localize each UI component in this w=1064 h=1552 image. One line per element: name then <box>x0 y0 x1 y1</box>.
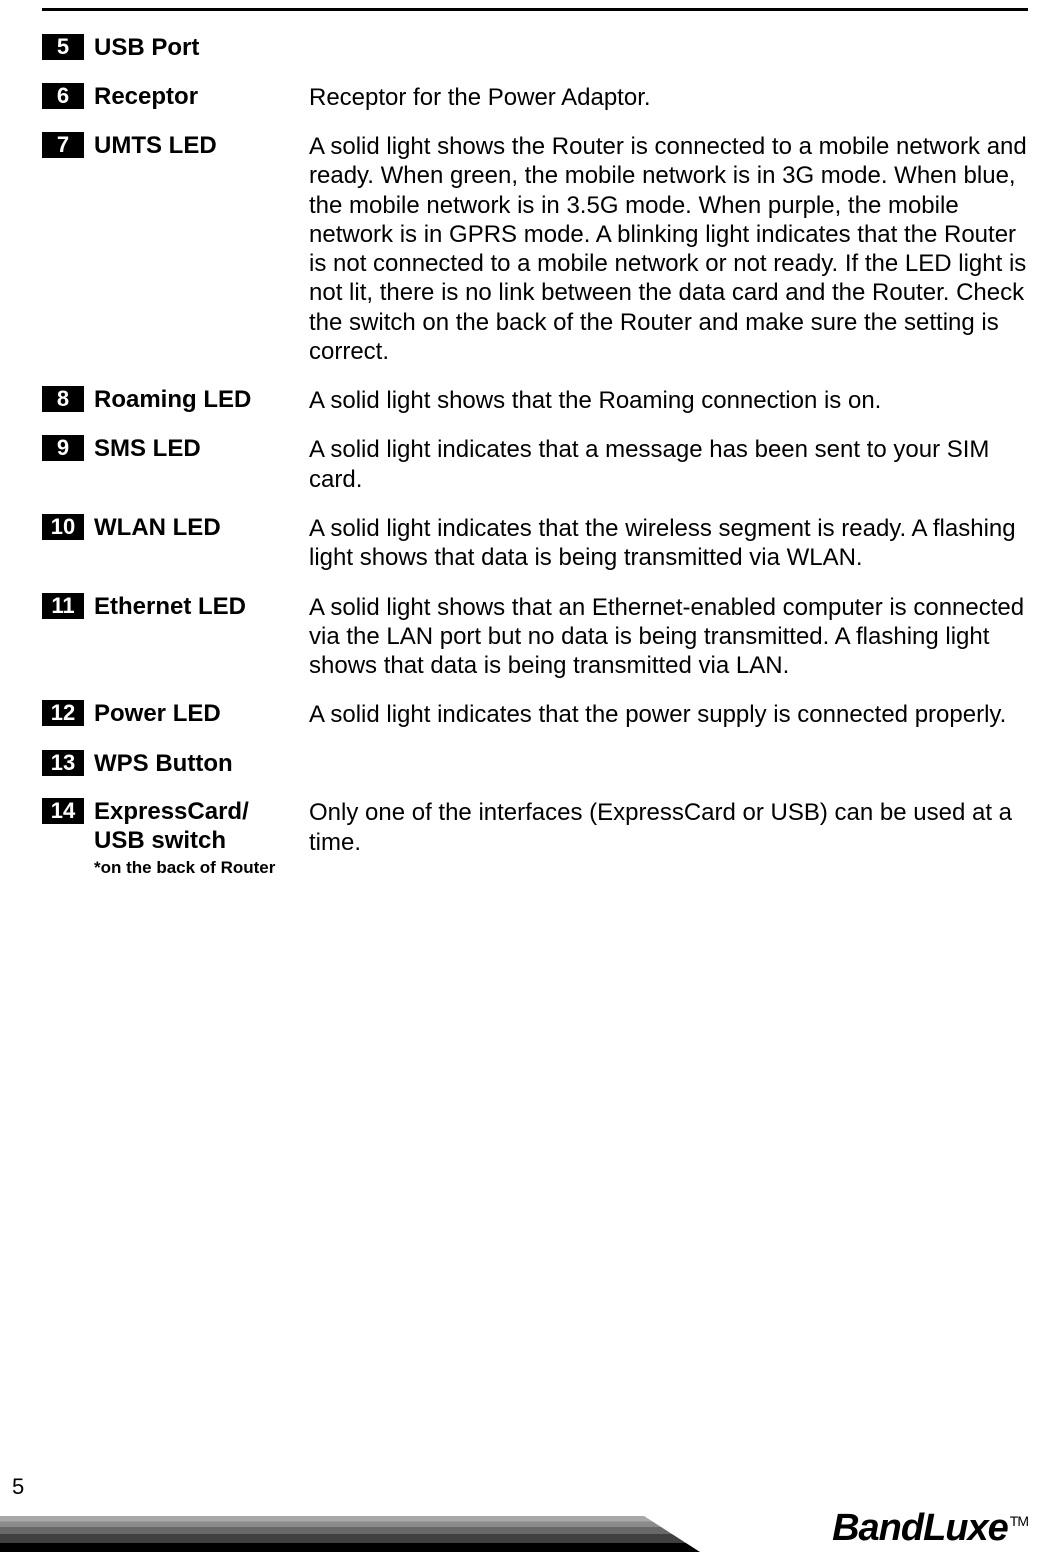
item-label: Receptor <box>94 83 299 112</box>
item-label-text: ExpressCard/ USB switch <box>94 798 249 854</box>
item-label: WPS Button <box>94 750 299 779</box>
top-divider <box>42 8 1028 11</box>
item-description: A solid light shows that an Ethernet-ena… <box>299 593 1028 681</box>
item-number-badge: 8 <box>42 386 84 412</box>
footer-bar: BandLuxeTM <box>0 1508 1064 1552</box>
list-item: 5 USB Port <box>42 34 1028 63</box>
item-number-badge: 5 <box>42 34 84 60</box>
trademark-symbol: TM <box>1010 1513 1028 1529</box>
list-item: 12 Power LED A solid light indicates tha… <box>42 700 1028 729</box>
item-description: A solid light shows the Router is connec… <box>299 132 1028 366</box>
item-description: Receptor for the Power Adaptor. <box>299 83 1028 112</box>
item-description: A solid light indicates that the power s… <box>299 700 1028 729</box>
brand-logo: BandLuxeTM <box>832 1507 1028 1550</box>
list-item: 9 SMS LED A solid light indicates that a… <box>42 435 1028 494</box>
brand-text: BandLuxe <box>832 1507 1008 1549</box>
item-description: A solid light indicates that the wireles… <box>299 514 1028 573</box>
item-description: A solid light shows that the Roaming con… <box>299 386 1028 415</box>
list-item: 10 WLAN LED A solid light indicates that… <box>42 514 1028 573</box>
item-label: USB Port <box>94 34 299 63</box>
list-item: 6 Receptor Receptor for the Power Adapto… <box>42 83 1028 112</box>
item-label: Ethernet LED <box>94 593 299 622</box>
list-item: 7 UMTS LED A solid light shows the Route… <box>42 132 1028 366</box>
item-description: A solid light indicates that a message h… <box>299 435 1028 494</box>
page-number: 5 <box>12 1474 24 1500</box>
item-number-badge: 10 <box>42 514 84 540</box>
item-label: Power LED <box>94 700 299 729</box>
list-item: 11 Ethernet LED A solid light shows that… <box>42 593 1028 681</box>
item-label-note: *on the back of Router <box>94 858 299 878</box>
item-number-badge: 12 <box>42 700 84 726</box>
item-number-badge: 14 <box>42 798 84 824</box>
item-label: SMS LED <box>94 435 299 464</box>
list-item: 14 ExpressCard/ USB switch *on the back … <box>42 798 1028 878</box>
item-label: Roaming LED <box>94 386 299 415</box>
list-item: 8 Roaming LED A solid light shows that t… <box>42 386 1028 415</box>
list-item: 13 WPS Button <box>42 750 1028 779</box>
item-label: ExpressCard/ USB switch *on the back of … <box>94 798 299 878</box>
item-number-badge: 6 <box>42 83 84 109</box>
item-number-badge: 9 <box>42 435 84 461</box>
item-label: WLAN LED <box>94 514 299 543</box>
footer-gradient <box>0 1516 700 1552</box>
item-number-badge: 7 <box>42 132 84 158</box>
item-number-badge: 13 <box>42 750 84 776</box>
item-number-badge: 11 <box>42 593 84 619</box>
item-description: Only one of the interfaces (ExpressCard … <box>299 798 1028 857</box>
content-list: 5 USB Port 6 Receptor Receptor for the P… <box>42 34 1028 898</box>
item-label: UMTS LED <box>94 132 299 161</box>
